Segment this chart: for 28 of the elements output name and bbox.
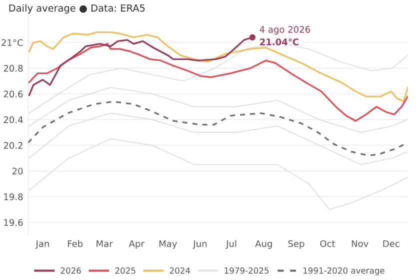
- x-tick-label: Jan: [35, 240, 49, 249]
- x-tick-label: Sep: [288, 240, 304, 249]
- x-tick-label: Aug: [255, 240, 272, 249]
- x-tick-label: Nov: [352, 240, 368, 248]
- y-tick-label: 20: [12, 168, 23, 175]
- legend-label: 2024: [170, 267, 190, 274]
- legend-label: 1991-2020 average: [304, 267, 384, 276]
- y-tick-label: 20.4: [4, 116, 23, 124]
- x-tick-label: Apr: [128, 240, 144, 249]
- x-tick-label: Oct: [320, 240, 336, 248]
- x-tick-label: Jul: [226, 240, 236, 249]
- x-tick-label: Dec: [383, 240, 400, 248]
- x-tick-label: Feb: [68, 240, 83, 248]
- y-tick-label: 19.8: [4, 193, 23, 200]
- y-tick-label: 20.8: [4, 64, 23, 72]
- y-tick-label: 19.6: [4, 219, 23, 226]
- legend-label: 1979-2025: [224, 267, 269, 274]
- y-tick-label: 21°C: [2, 39, 23, 46]
- annotation: 21.04°C: [260, 38, 298, 46]
- x-tick-label: Jun: [192, 240, 207, 249]
- y-tick-label: 20.6: [4, 90, 23, 98]
- legend-label: 2026: [60, 267, 81, 274]
- legend-label: 2025: [115, 267, 136, 274]
- x-tick-label: May: [159, 240, 177, 249]
- chart-title: Daily average ● Data: ERA5: [9, 4, 145, 14]
- annotation: 4 ago 2026: [260, 26, 310, 35]
- x-tick-label: Mar: [96, 240, 113, 248]
- y-tick-label: 20.2: [4, 142, 22, 149]
